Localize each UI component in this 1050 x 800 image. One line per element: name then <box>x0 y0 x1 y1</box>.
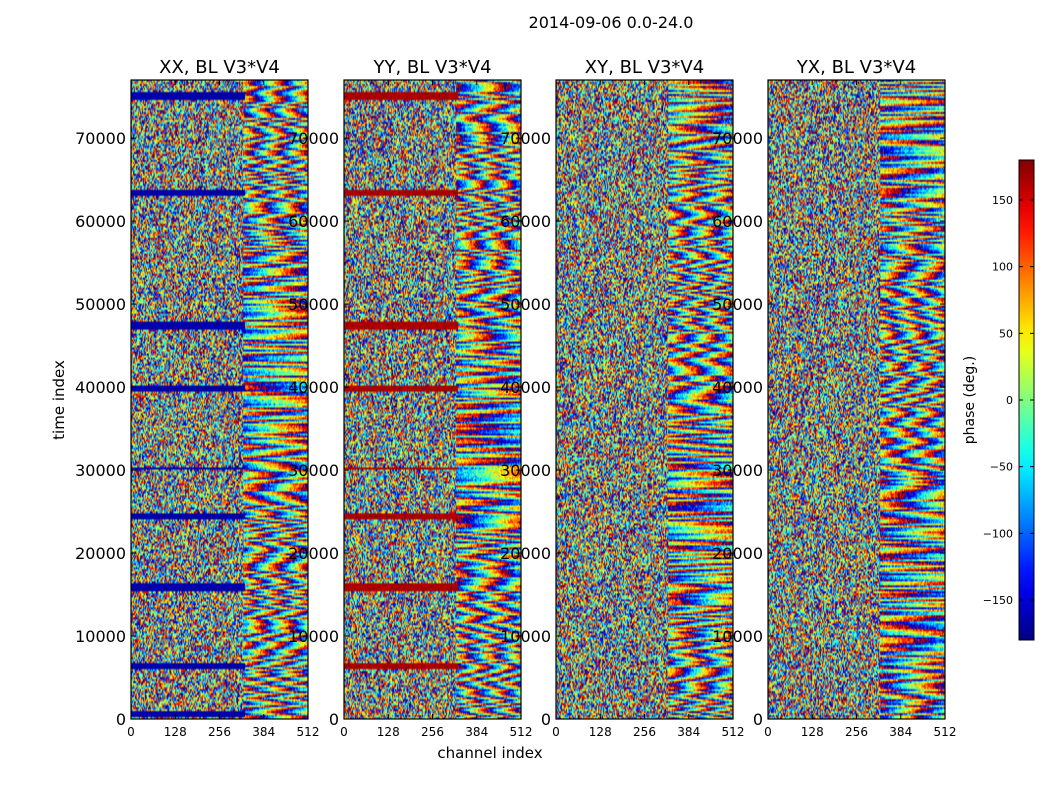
x-tick-label: 128 <box>801 725 824 739</box>
colorbar-label: phase (deg.) <box>962 356 978 444</box>
y-tick-label: 70000 <box>288 129 339 148</box>
x-tick-label: 384 <box>677 725 700 739</box>
y-tick-label: 50000 <box>712 295 763 314</box>
heatmap-yx <box>768 80 945 719</box>
colorbar-tick-label: 50 <box>999 327 1013 340</box>
y-tick-label: 0 <box>116 710 126 729</box>
y-tick-label: 70000 <box>500 129 551 148</box>
y-tick-label: 30000 <box>500 461 551 480</box>
y-tick-label: 0 <box>541 710 551 729</box>
panel-xx: XX, BL V3*V4 0 128 256 384 512 0 10000 20000 3000… <box>75 57 319 739</box>
y-tick-label: 10000 <box>500 627 551 646</box>
y-tick-label: 20000 <box>288 544 339 563</box>
panel-title: YX, BL V3*V4 <box>796 57 916 78</box>
y-tick-label: 60000 <box>712 212 763 231</box>
heatmap-xy <box>556 80 733 719</box>
colorbar-tick-label: −50 <box>990 461 1013 474</box>
y-tick-label: 50000 <box>75 295 126 314</box>
y-axis-label: time index <box>50 360 68 440</box>
y-tick-label: 10000 <box>288 627 339 646</box>
x-tick-label: 512 <box>510 725 533 739</box>
x-tick-label: 0 <box>340 725 348 739</box>
colorbar-tick-label: −150 <box>983 594 1013 607</box>
x-tick-label: 0 <box>764 725 772 739</box>
y-tick-label: 10000 <box>75 627 126 646</box>
x-tick-label: 384 <box>252 725 275 739</box>
y-tick-label: 20000 <box>75 544 126 563</box>
y-tick-label: 70000 <box>75 129 126 148</box>
x-tick-label: 512 <box>934 725 957 739</box>
colorbar-tick-label: 0 <box>1006 394 1013 407</box>
x-tick-label: 128 <box>377 725 400 739</box>
panels: XX, BL V3*V4 0 128 256 384 512 0 10000 20000 3000… <box>75 57 956 739</box>
panel-title: YY, BL V3*V4 <box>372 57 491 78</box>
panel-title: XX, BL V3*V4 <box>159 57 280 78</box>
y-tick-label: 30000 <box>288 461 339 480</box>
y-tick-label: 20000 <box>712 544 763 563</box>
x-tick-label: 256 <box>845 725 868 739</box>
y-tick-label: 40000 <box>288 378 339 397</box>
y-tick-label: 40000 <box>712 378 763 397</box>
x-tick-label: 512 <box>297 725 320 739</box>
colorbar-tick-label: 150 <box>992 194 1013 207</box>
y-tick-label: 0 <box>329 710 339 729</box>
panel-yy: YY, BL V3*V4 0 128 256 384 512 0 10000 20000 3000… <box>288 57 532 739</box>
colorbar-tick-label: −100 <box>983 527 1013 540</box>
y-tick-label: 10000 <box>712 627 763 646</box>
y-tick-label: 50000 <box>500 295 551 314</box>
y-tick-label: 60000 <box>288 212 339 231</box>
x-tick-label: 512 <box>722 725 745 739</box>
x-tick-label: 0 <box>127 725 135 739</box>
y-tick-label: 60000 <box>75 212 126 231</box>
figure-title: 2014-09-06 0.0-24.0 <box>529 13 694 32</box>
x-tick-label: 256 <box>633 725 656 739</box>
heatmap-xx <box>131 80 308 719</box>
y-tick-label: 40000 <box>75 378 126 397</box>
x-tick-label: 256 <box>421 725 444 739</box>
y-tick-label: 0 <box>753 710 763 729</box>
y-tick-label: 40000 <box>500 378 551 397</box>
x-tick-label: 128 <box>164 725 187 739</box>
panel-title: XY, BL V3*V4 <box>585 57 704 78</box>
y-tick-label: 60000 <box>500 212 551 231</box>
x-tick-label: 384 <box>889 725 912 739</box>
x-tick-label: 256 <box>208 725 231 739</box>
panel-xy: XY, BL V3*V4 0 128 256 384 512 0 10000 20000 3000… <box>500 57 744 739</box>
colorbar-tick-label: 100 <box>992 261 1013 274</box>
y-tick-label: 30000 <box>75 461 126 480</box>
y-tick-label: 30000 <box>712 461 763 480</box>
heatmap-yy <box>344 80 521 719</box>
y-tick-label: 70000 <box>712 129 763 148</box>
x-tick-label: 0 <box>552 725 560 739</box>
y-tick-label: 20000 <box>500 544 551 563</box>
x-tick-label: 128 <box>589 725 612 739</box>
y-tick-label: 50000 <box>288 295 339 314</box>
colorbar: −150 −100 −50 0 50 100 150 <box>983 159 1035 641</box>
x-axis-label: channel index <box>437 744 542 762</box>
x-tick-label: 384 <box>465 725 488 739</box>
panel-yx: YX, BL V3*V4 0 128 256 384 512 0 10000 20000 3000… <box>712 57 956 739</box>
